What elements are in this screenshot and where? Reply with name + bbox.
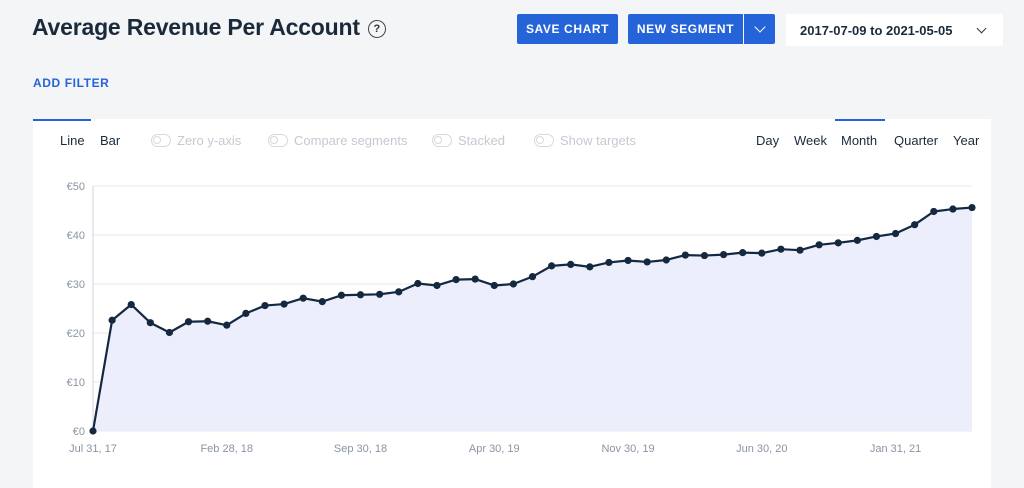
data-point: [204, 317, 212, 325]
data-point: [89, 427, 97, 435]
x-tick-label: Nov 30, 19: [601, 443, 654, 455]
data-point: [949, 205, 957, 213]
add-filter-link[interactable]: ADD FILTER: [33, 76, 110, 90]
data-point: [280, 300, 288, 308]
x-tick-label: Jan 31, 21: [870, 443, 921, 455]
data-point: [509, 280, 517, 288]
data-point: [146, 319, 154, 327]
data-point: [395, 288, 403, 296]
toggle-switch[interactable]: [268, 134, 288, 147]
data-point: [719, 251, 728, 259]
tab-bar[interactable]: Bar: [100, 133, 121, 148]
date-range-select[interactable]: 2017-07-09 to 2021-05-05: [786, 14, 1003, 46]
data-point: [853, 236, 861, 244]
data-point: [700, 251, 709, 260]
data-point: [433, 281, 441, 290]
toggle-switch[interactable]: [151, 134, 171, 147]
data-point: [108, 316, 116, 324]
toggle-label: Compare segments: [294, 133, 408, 148]
data-point: [528, 273, 537, 281]
toggle-switch[interactable]: [432, 134, 452, 147]
data-point: [299, 294, 307, 302]
y-tick-label: €30: [67, 279, 85, 291]
data-point: [471, 275, 479, 283]
data-point: [376, 290, 384, 298]
question-circle-icon[interactable]: ?: [367, 19, 386, 38]
data-point: [127, 300, 135, 309]
toggle-stacked[interactable]: Stacked: [432, 133, 505, 148]
data-point: [777, 245, 785, 253]
data-point: [242, 309, 250, 317]
toggle-label: Zero y-axis: [177, 133, 242, 148]
tab-quarter[interactable]: Quarter: [894, 133, 939, 148]
tab-year[interactable]: Year: [953, 133, 980, 148]
new-segment-dropdown-button[interactable]: [744, 14, 775, 44]
data-point: [796, 246, 804, 254]
toggle-switch[interactable]: [534, 134, 554, 147]
toggle-show-targets[interactable]: Show targets: [534, 133, 636, 148]
data-point: [872, 232, 881, 241]
data-point: [548, 262, 556, 270]
save-chart-button[interactable]: SAVE CHART: [517, 14, 618, 44]
data-point: [356, 291, 365, 299]
data-point: [414, 279, 422, 288]
y-tick-label: €0: [73, 426, 85, 438]
y-tick-label: €20: [67, 328, 85, 340]
toggle-zero-y-axis[interactable]: Zero y-axis: [151, 133, 241, 148]
toggle-label: Stacked: [458, 133, 505, 148]
data-point: [758, 249, 766, 257]
tab-month[interactable]: Month: [841, 133, 878, 148]
y-tick-label: €10: [67, 377, 85, 389]
data-point: [165, 328, 174, 337]
data-point: [815, 241, 823, 249]
data-point: [452, 275, 460, 284]
tab-day[interactable]: Day: [756, 133, 780, 148]
x-tick-label: Feb 28, 18: [200, 443, 253, 455]
data-point: [605, 258, 613, 267]
y-tick-label: €50: [67, 181, 85, 193]
data-point: [567, 260, 575, 268]
data-point: [643, 258, 651, 266]
data-point: [891, 229, 900, 238]
toggle-compare-segments[interactable]: Compare segments: [268, 133, 407, 148]
x-tick-label: Jun 30, 20: [736, 443, 787, 455]
x-tick-label: Sep 30, 18: [334, 443, 387, 455]
date-range-value: 2017-07-09 to 2021-05-05: [800, 22, 953, 38]
x-tick-label: Jul 31, 17: [69, 443, 117, 455]
toggle-label: Show targets: [560, 133, 636, 148]
data-point: [337, 291, 346, 299]
data-point: [223, 321, 231, 329]
data-point: [490, 281, 498, 290]
tab-active-indicator: [33, 119, 91, 121]
tab-line[interactable]: Line: [60, 133, 85, 148]
data-point: [968, 203, 976, 212]
page-title: Average Revenue Per Account ?: [32, 14, 386, 41]
data-point: [662, 256, 670, 264]
data-point: [739, 249, 747, 257]
new-segment-button[interactable]: NEW SEGMENT: [628, 14, 743, 44]
data-point: [681, 251, 689, 259]
data-point: [184, 318, 193, 326]
period-active-indicator: [835, 119, 885, 121]
data-point: [318, 298, 326, 306]
data-point: [930, 207, 938, 216]
area-fill: [93, 207, 972, 431]
page-title-text: Average Revenue Per Account: [32, 14, 360, 40]
data-point: [624, 256, 632, 265]
data-point: [834, 239, 842, 247]
y-tick-label: €40: [67, 230, 85, 242]
data-point: [261, 301, 269, 310]
data-point: [586, 263, 594, 271]
x-tick-label: Apr 30, 19: [469, 443, 520, 455]
tab-week[interactable]: Week: [794, 133, 827, 148]
data-point: [911, 221, 919, 229]
